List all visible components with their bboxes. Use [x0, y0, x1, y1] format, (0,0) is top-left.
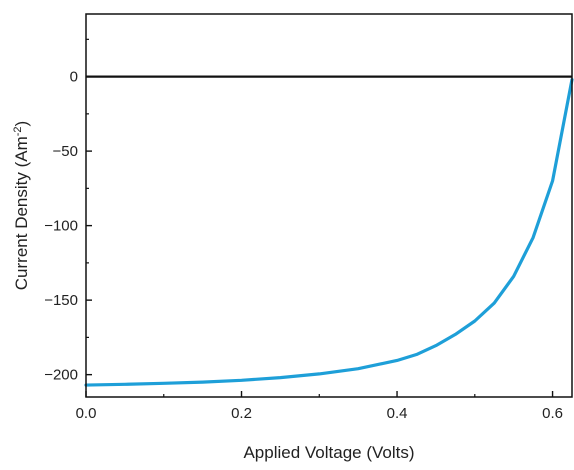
x-tick-label: 0.2: [231, 405, 252, 422]
x-axis-label: Applied Voltage (Volts): [243, 443, 414, 462]
plot-frame: [85, 13, 573, 398]
y-axis-label: Current Density (Am-2): [12, 121, 31, 290]
y-tick-label: −150: [44, 292, 78, 309]
y-axis-ticks: 0 −50 −100 −150 −200: [44, 38, 92, 384]
x-tick-label: 0.4: [387, 405, 408, 422]
y-tick-label: −200: [44, 367, 78, 384]
y-tick-label: 0: [70, 69, 78, 86]
y-axis-label-close: ): [12, 121, 31, 127]
series-layer: [84, 77, 574, 387]
y-axis-label-main: Current Density (Am: [12, 136, 31, 290]
plot-area: 0.0 0.2 0.4 0.6 0 −50 −100 −150 −200: [44, 13, 574, 422]
x-tick-label: 0.0: [76, 405, 97, 422]
y-tick-label: −100: [44, 218, 78, 235]
x-axis-ticks: 0.0 0.2 0.4 0.6: [76, 391, 563, 422]
y-tick-label: −50: [53, 143, 78, 160]
series-line-0: [84, 77, 574, 387]
x-tick-label: 0.6: [542, 405, 563, 422]
y-axis-label-superscript: -2: [12, 126, 24, 136]
